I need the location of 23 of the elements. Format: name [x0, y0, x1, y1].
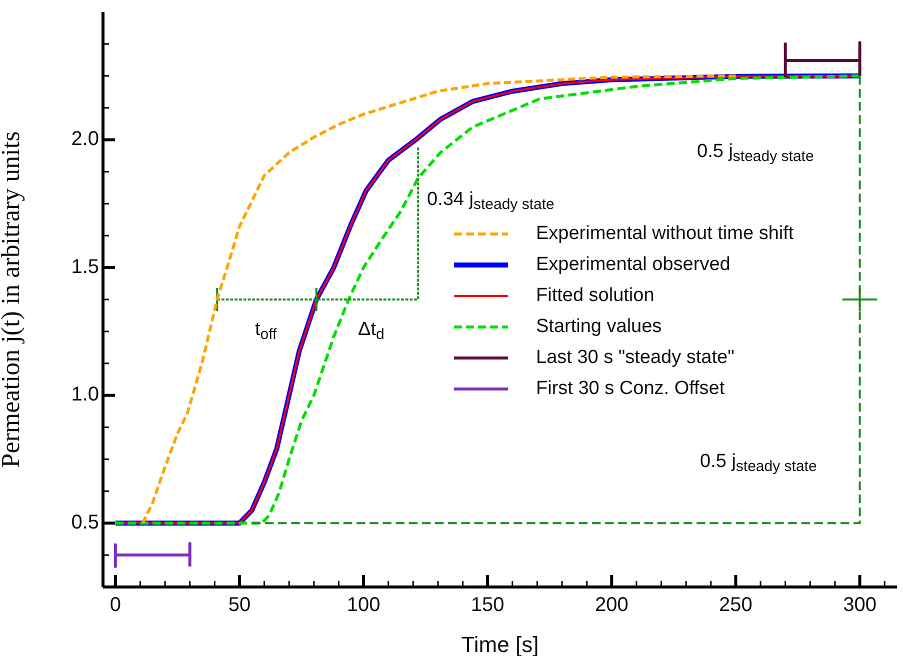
- x-tick-label: 300: [843, 594, 876, 616]
- y-axis-title: Permeation j(t) in arbitrary units: [0, 131, 26, 468]
- y-tick-label: 0.5: [71, 511, 99, 534]
- x-tick-label: 200: [594, 594, 628, 616]
- y-tick-label: 1.5: [71, 256, 99, 278]
- y-tick-label: 1.0: [71, 384, 99, 406]
- legend-label: Fitted solution: [536, 284, 654, 306]
- legend-label: Experimental without time shift: [536, 222, 794, 244]
- x-tick-label: 50: [228, 594, 251, 616]
- x-tick-label: 250: [719, 594, 752, 616]
- annotation: 0.5 j$_{steady state}$: [700, 451, 817, 476]
- annotation: t$_{off}$: [255, 319, 278, 344]
- x-tick-label: 0: [110, 594, 121, 616]
- legend-label: Starting values: [536, 316, 662, 338]
- legend-label: Experimental observed: [536, 254, 730, 276]
- x-tick-label: 150: [470, 594, 504, 616]
- legend-label: First 30 s Conz. Offset: [536, 378, 725, 400]
- legend-label: Last 30 s "steady state": [536, 346, 734, 368]
- y-tick-label: 2.0: [71, 128, 99, 150]
- annotation: 0.34 j$_{steady state}$: [427, 189, 554, 214]
- annotation: 0.5 j$_{steady state}$: [697, 141, 814, 166]
- annotation: Δt$_{d}$: [358, 319, 384, 344]
- x-tick-label: 100: [346, 594, 380, 616]
